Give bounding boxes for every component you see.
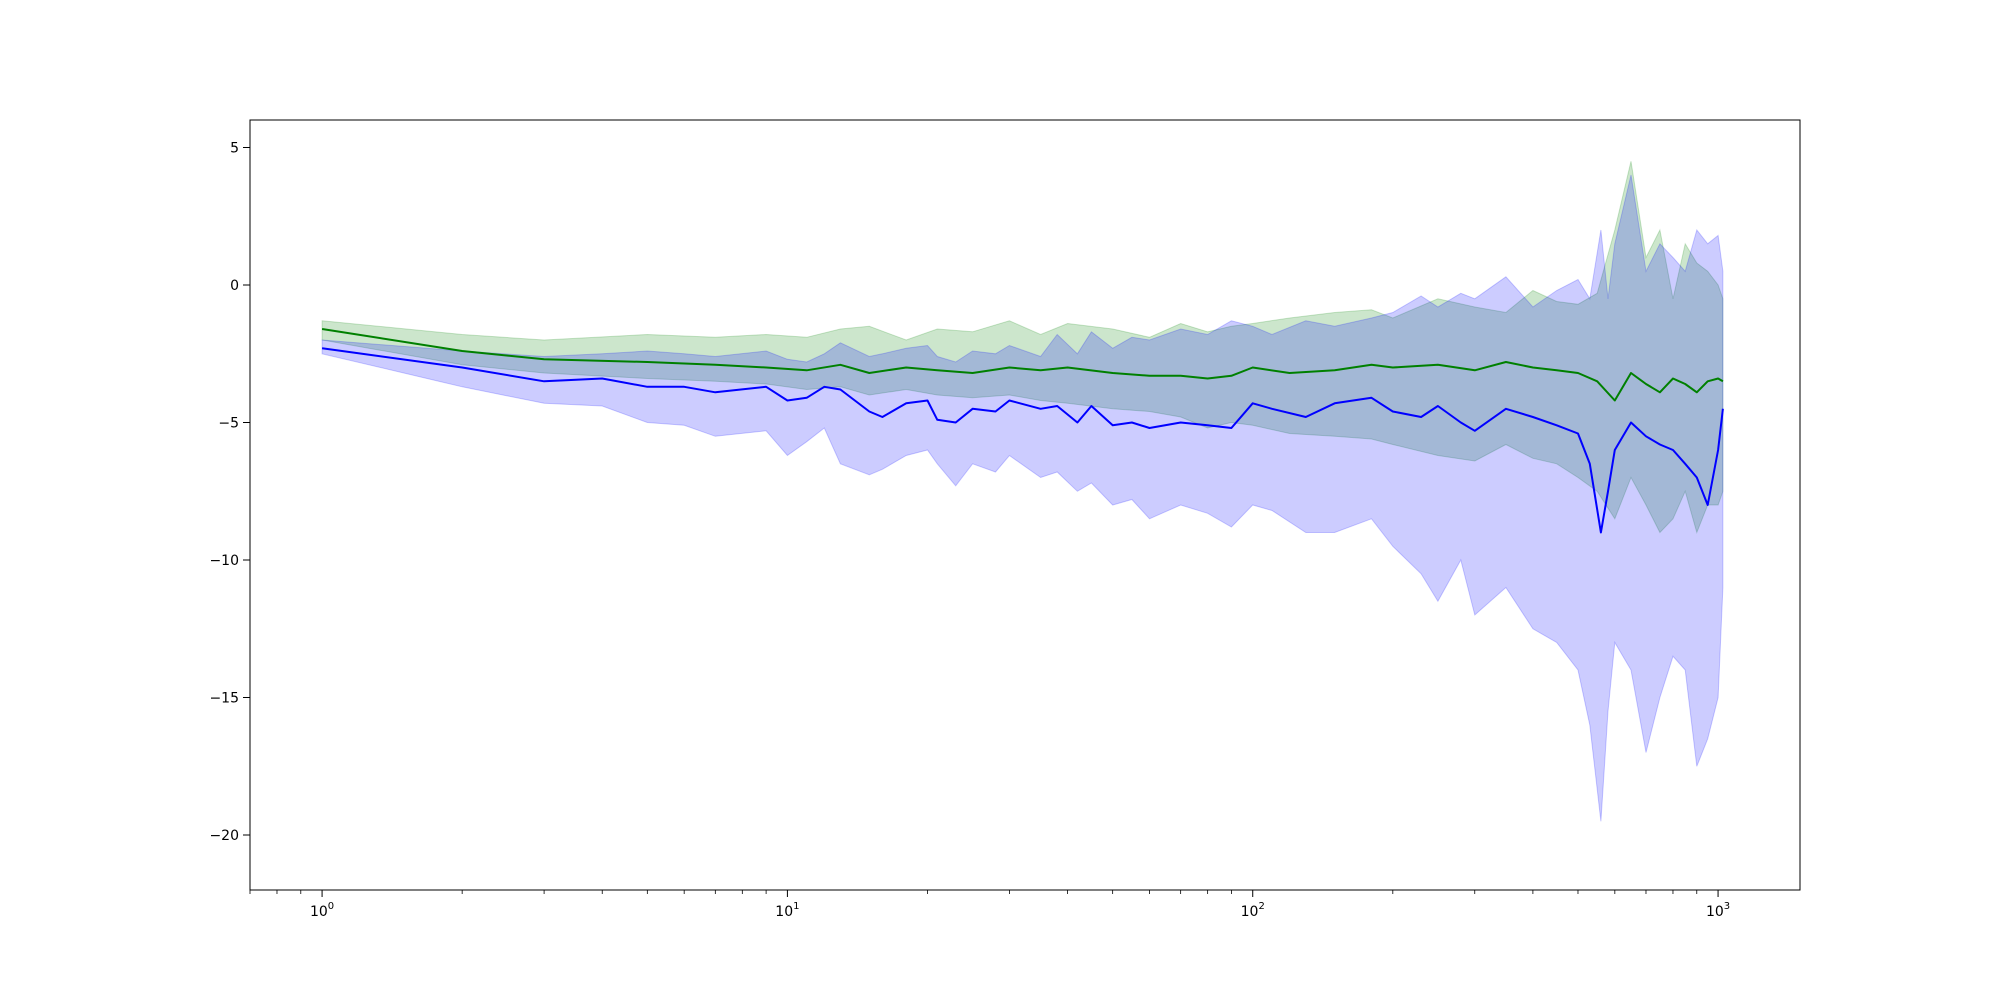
x-axis: 100 101 102 103 [249, 890, 1730, 920]
x-tick-label-base: 10 [1706, 904, 1724, 920]
y-tick-label: −10 [209, 553, 239, 569]
plot-area [250, 120, 1800, 890]
series-lines [321, 328, 1724, 534]
series-0-line [321, 328, 1724, 402]
x-tick-label: 101 [775, 901, 799, 920]
x-tick-label: 102 [1241, 901, 1265, 920]
series-1-band [321, 174, 1724, 822]
x-tick-label: 103 [1706, 901, 1730, 920]
x-tick-label-base: 10 [775, 904, 793, 920]
series-1-line [321, 347, 1724, 534]
y-axis: 5 0 −5 −10 −15 −20 [209, 141, 250, 844]
x-tick-label-exponent: 0 [328, 901, 334, 912]
x-tick-label-base: 10 [310, 904, 328, 920]
x-tick-label-base: 10 [1241, 904, 1259, 920]
x-tick-label: 100 [310, 901, 334, 920]
y-tick-label: 5 [230, 141, 239, 157]
y-tick-label: 0 [230, 278, 239, 294]
y-tick-label: −5 [218, 416, 239, 432]
axes-frame [249, 119, 1801, 891]
series-0-band [321, 161, 1724, 535]
x-tick-label-exponent: 1 [793, 901, 799, 912]
confidence-bands [321, 161, 1724, 822]
x-tick-label-exponent: 2 [1258, 901, 1264, 912]
y-tick-label: −20 [209, 828, 239, 844]
x-tick-label-exponent: 3 [1724, 901, 1730, 912]
y-tick-label: −15 [209, 691, 239, 707]
